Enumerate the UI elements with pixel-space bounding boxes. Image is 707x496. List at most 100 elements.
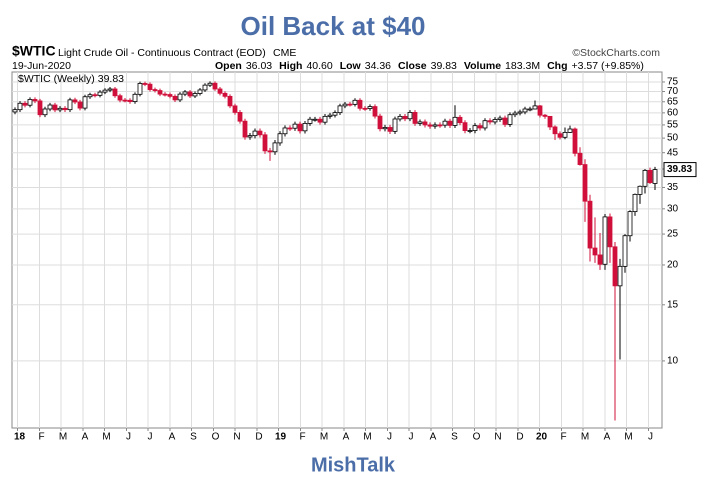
candle-body (132, 93, 138, 102)
y-tick-label: 35 (667, 182, 679, 193)
candle-body (177, 93, 183, 101)
x-tick-label: A (82, 432, 89, 443)
candle-body (252, 130, 258, 137)
candle-body (227, 95, 233, 107)
candle-body (267, 150, 273, 153)
candle-body (552, 126, 558, 135)
x-tick-label: M (320, 432, 328, 443)
y-tick-label: 25 (667, 229, 679, 240)
candle-body (617, 265, 623, 287)
x-tick-label: J (148, 432, 153, 443)
candle-body (437, 124, 443, 127)
y-tick-label: 60 (667, 108, 679, 119)
candle-body (282, 127, 288, 135)
candle-body (187, 91, 193, 97)
x-tick-label: J (409, 432, 414, 443)
candle-body (277, 133, 283, 144)
candle-body (52, 104, 58, 111)
candle-body (217, 88, 223, 94)
x-tick-label: F (38, 432, 44, 443)
quote-value: 183.3M (505, 60, 540, 72)
quote-value: 39.83 (431, 60, 457, 72)
candle-body (432, 124, 438, 127)
candle-body (242, 120, 248, 138)
x-tick-label: A (343, 432, 350, 443)
candle-body (392, 118, 398, 132)
candle-body (637, 185, 643, 195)
candle-body (157, 90, 163, 95)
candle-body (147, 83, 153, 90)
candle-body (627, 211, 633, 237)
date: 19-Jun-2020 (12, 60, 71, 72)
candle-body (312, 118, 318, 121)
candle-body (587, 200, 593, 249)
x-tick-label: M (624, 432, 632, 443)
x-tick-label: 19 (275, 432, 287, 443)
symbol: $WTIC (12, 43, 56, 59)
candle-body (387, 127, 393, 132)
x-tick-label: A (430, 432, 437, 443)
candle-body (337, 105, 343, 114)
x-tick-label: M (102, 432, 110, 443)
candle-body (547, 115, 553, 128)
candle-body (512, 112, 518, 116)
y-tick-label: 30 (667, 203, 679, 214)
candle-body (372, 106, 378, 117)
candle-body (577, 152, 583, 165)
footer: MishTalk (311, 454, 396, 476)
candle-body (327, 114, 333, 117)
x-tick-label: N (494, 432, 501, 443)
candle-body (612, 246, 618, 287)
candle-body (507, 114, 513, 125)
candle-body (452, 116, 458, 126)
x-tick-label: J (126, 432, 131, 443)
candle-body (22, 102, 28, 106)
candle-body (482, 120, 488, 129)
candle-body (382, 127, 388, 130)
candle-body (102, 89, 108, 93)
x-tick-label: A (604, 432, 611, 443)
candle-body (457, 116, 463, 124)
legend: $WTIC (Weekly) 39.83 (18, 73, 124, 85)
x-tick-label: S (190, 432, 197, 443)
y-tick-label: 55 (667, 120, 679, 131)
y-tick-label: 75 (667, 77, 679, 88)
candle-body (87, 94, 93, 98)
candle-body (442, 120, 448, 126)
last-value-box (663, 162, 697, 178)
candle-body (322, 115, 328, 123)
candle-body (212, 82, 218, 90)
candle-body (237, 112, 243, 122)
candle-body (397, 115, 403, 120)
candle-body (247, 135, 253, 138)
candle-body (137, 83, 143, 95)
candle-body (537, 105, 543, 116)
candle-body (362, 107, 368, 110)
candle-body (57, 107, 63, 111)
candle-body (37, 100, 43, 116)
y-tick-label: 20 (667, 260, 679, 271)
candle-body (502, 117, 508, 125)
x-tick-label: 18 (14, 432, 26, 443)
candle-body (477, 125, 483, 129)
candle-body (462, 122, 468, 131)
candle-body (32, 99, 38, 102)
candle-body (262, 134, 268, 152)
candle-body (602, 216, 608, 265)
candle-body (42, 108, 48, 116)
plot-frame (11, 71, 663, 429)
candle-body (77, 101, 83, 109)
candle-body (332, 112, 338, 116)
candle-body (27, 99, 33, 106)
candle-body (407, 112, 413, 120)
candle-body (107, 88, 113, 91)
quote-label: Low (340, 60, 362, 72)
candle-body (427, 124, 433, 127)
candle-body (222, 92, 228, 97)
quote-value: 34.36 (365, 60, 391, 72)
x-tick-label: J (648, 432, 653, 443)
y-tick-label: 65 (667, 96, 679, 107)
y-tick-label: 50 (667, 133, 679, 144)
candle-body (97, 91, 103, 96)
